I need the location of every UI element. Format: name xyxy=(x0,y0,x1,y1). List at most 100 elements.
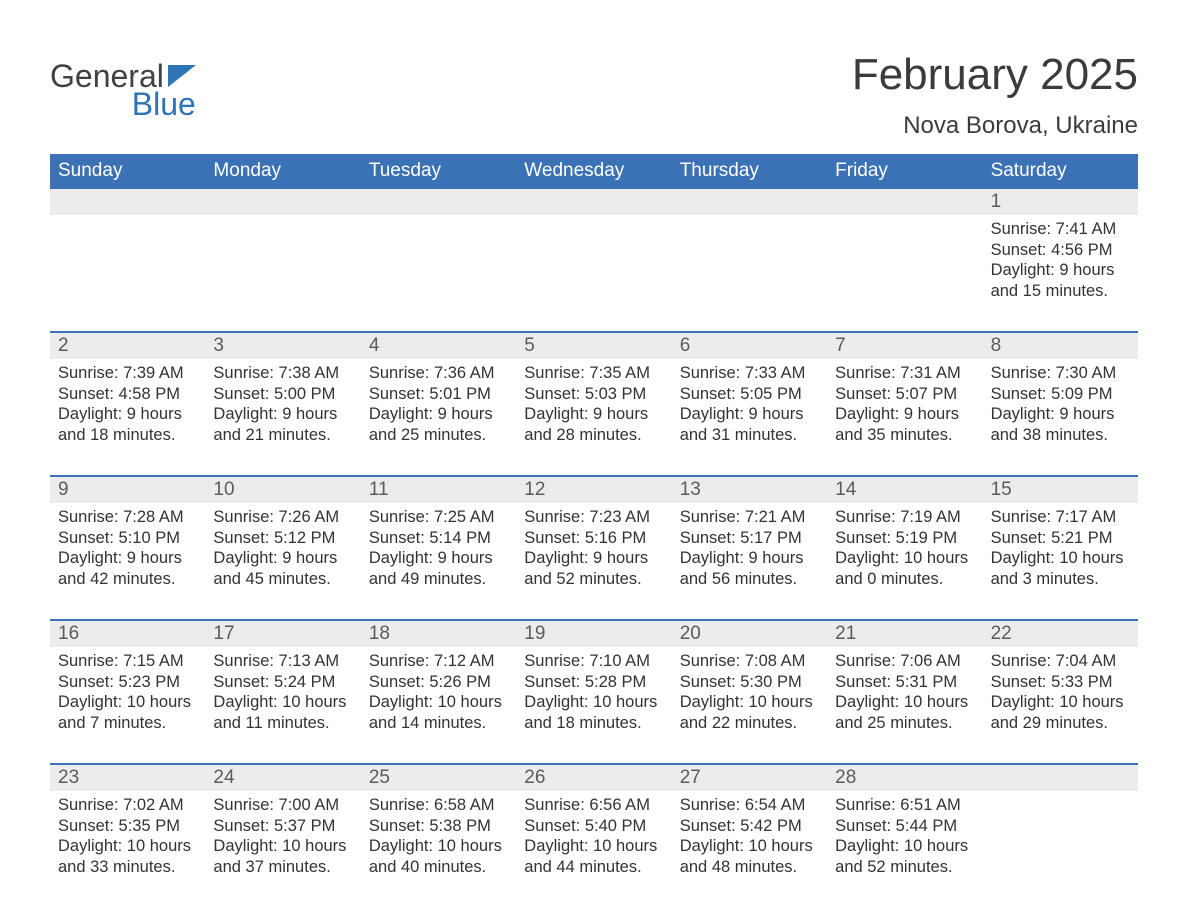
sunset-text: Sunset: 5:16 PM xyxy=(524,528,663,549)
sunrise-text: Sunrise: 7:08 AM xyxy=(680,651,819,672)
daylight-text: Daylight: 9 hours and 45 minutes. xyxy=(213,548,352,589)
sunrise-text: Sunrise: 7:17 AM xyxy=(991,507,1130,528)
weekday-wed: Wednesday xyxy=(516,154,671,189)
day-cell: Sunrise: 7:00 AMSunset: 5:37 PMDaylight:… xyxy=(205,791,360,883)
sunrise-text: Sunrise: 6:51 AM xyxy=(835,795,974,816)
day-cell xyxy=(672,215,827,307)
sunset-text: Sunset: 5:05 PM xyxy=(680,384,819,405)
daynum-row: 1 xyxy=(50,189,1138,215)
daylight-text: Daylight: 10 hours and 0 minutes. xyxy=(835,548,974,589)
sunset-text: Sunset: 5:19 PM xyxy=(835,528,974,549)
day-number: 22 xyxy=(983,621,1138,647)
day-cell: Sunrise: 7:36 AMSunset: 5:01 PMDaylight:… xyxy=(361,359,516,451)
sunrise-text: Sunrise: 7:04 AM xyxy=(991,651,1130,672)
day-number xyxy=(516,189,671,215)
daylight-text: Daylight: 9 hours and 18 minutes. xyxy=(58,404,197,445)
weeks-container: 1Sunrise: 7:41 AMSunset: 4:56 PMDaylight… xyxy=(50,189,1138,883)
day-number xyxy=(983,765,1138,791)
sunrise-text: Sunrise: 7:30 AM xyxy=(991,363,1130,384)
day-cell: Sunrise: 6:58 AMSunset: 5:38 PMDaylight:… xyxy=(361,791,516,883)
day-number: 16 xyxy=(50,621,205,647)
day-number xyxy=(361,189,516,215)
sunrise-text: Sunrise: 7:15 AM xyxy=(58,651,197,672)
daynum-row: 9101112131415 xyxy=(50,477,1138,503)
daylight-text: Daylight: 10 hours and 44 minutes. xyxy=(524,836,663,877)
weekday-header: Sunday Monday Tuesday Wednesday Thursday… xyxy=(50,154,1138,189)
sunrise-text: Sunrise: 7:26 AM xyxy=(213,507,352,528)
daylight-text: Daylight: 9 hours and 31 minutes. xyxy=(680,404,819,445)
day-number: 20 xyxy=(672,621,827,647)
daylight-text: Daylight: 9 hours and 56 minutes. xyxy=(680,548,819,589)
sunset-text: Sunset: 5:09 PM xyxy=(991,384,1130,405)
week-row: 16171819202122 Sunrise: 7:15 AM Sunset: 5:… xyxy=(50,619,1138,739)
sunrise-text: Sunrise: 7:36 AM xyxy=(369,363,508,384)
sunset-text: Sunset: 4:56 PM xyxy=(991,240,1130,261)
day-cell: Sunrise: 7:28 AMSunset: 5:10 PMDaylight:… xyxy=(50,503,205,595)
logo-text: General Blue xyxy=(50,60,196,120)
day-cell: Sunrise: 7:35 AMSunset: 5:03 PMDaylight:… xyxy=(516,359,671,451)
sunset-text: Sunset: 5:07 PM xyxy=(835,384,974,405)
day-number xyxy=(205,189,360,215)
day-number: 28 xyxy=(827,765,982,791)
sunset-text: Sunset: 5:44 PM xyxy=(835,816,974,837)
daylight-text: Daylight: 10 hours and 33 minutes. xyxy=(58,836,197,877)
day-number: 15 xyxy=(983,477,1138,503)
weekday-sat: Saturday xyxy=(983,154,1138,189)
day-cell xyxy=(361,215,516,307)
day-number: 7 xyxy=(827,333,982,359)
day-cell xyxy=(516,215,671,307)
day-number: 10 xyxy=(205,477,360,503)
day-cell: Sunrise: 6:51 AMSunset: 5:44 PMDaylight:… xyxy=(827,791,982,883)
title-block: February 2025 Nova Borova, Ukraine xyxy=(852,50,1138,140)
sunrise-text: Sunrise: 6:54 AM xyxy=(680,795,819,816)
sunset-text: Sunset: 5:33 PM xyxy=(991,672,1130,693)
day-cell xyxy=(827,215,982,307)
week-row: 9101112131415Sunrise: 7:28 AMSunset: 5:1… xyxy=(50,475,1138,595)
day-cell: Sunrise: 7:04 AMSunset: 5:33 PMDaylight:… xyxy=(983,647,1138,739)
day-cell: Sunrise: 7:08 AMSunset: 5:30 PMDaylight:… xyxy=(672,647,827,739)
day-cell: Sunrise: 7:38 AMSunset: 5:00 PMDaylight:… xyxy=(205,359,360,451)
sunrise-text: Sunrise: 7:23 AM xyxy=(524,507,663,528)
sunrise-text: Sunrise: 7:28 AM xyxy=(58,507,197,528)
day-cell xyxy=(50,215,205,307)
sunrise-text: Sunrise: 6:58 AM xyxy=(369,795,508,816)
logo-triangle-icon xyxy=(168,65,196,87)
day-number: 24 xyxy=(205,765,360,791)
day-number: 11 xyxy=(361,477,516,503)
daylight-text: Daylight: 10 hours and 40 minutes. xyxy=(369,836,508,877)
day-cell: Sunrise: 7:30 AMSunset: 5:09 PMDaylight:… xyxy=(983,359,1138,451)
sunset-text: Sunset: 5:12 PM xyxy=(213,528,352,549)
sunset-text: Sunset: 5:03 PM xyxy=(524,384,663,405)
sunset-text: Sunset: 5:26 PM xyxy=(369,672,508,693)
sunset-text: Sunset: 5:37 PM xyxy=(213,816,352,837)
sunset-text: Sunset: 5:17 PM xyxy=(680,528,819,549)
sunrise-text: Sunrise: 7:31 AM xyxy=(835,363,974,384)
daylight-text: Daylight: 10 hours and 29 minutes. xyxy=(991,692,1130,733)
day-cell: Sunrise: 7:21 AMSunset: 5:17 PMDaylight:… xyxy=(672,503,827,595)
day-number: 4 xyxy=(361,333,516,359)
day-number: 1 xyxy=(983,189,1138,215)
daylight-text: Daylight: 9 hours and 28 minutes. xyxy=(524,404,663,445)
sunrise-text: Sunrise: 7:10 AM xyxy=(524,651,663,672)
day-cell: Sunrise: 7:19 AMSunset: 5:19 PMDaylight:… xyxy=(827,503,982,595)
page-title: February 2025 xyxy=(852,50,1138,100)
day-number: 25 xyxy=(361,765,516,791)
header-row: General Blue February 2025 Nova Borova, … xyxy=(50,50,1138,140)
daylight-text: Daylight: 10 hours and 11 minutes. xyxy=(213,692,352,733)
sunrise-text: Sunrise: 6:56 AM xyxy=(524,795,663,816)
day-cell: Sunrise: 7:17 AMSunset: 5:21 PMDaylight:… xyxy=(983,503,1138,595)
sunset-text: Sunset: 5:00 PM xyxy=(213,384,352,405)
daylight-text: Daylight: 9 hours and 52 minutes. xyxy=(524,548,663,589)
location-label: Nova Borova, Ukraine xyxy=(852,112,1138,140)
daynum-row: 16171819202122 xyxy=(50,621,1138,647)
day-number: 5 xyxy=(516,333,671,359)
sunset-text: Sunset: 5:14 PM xyxy=(369,528,508,549)
sunrise-text: Sunrise: 7:19 AM xyxy=(835,507,974,528)
sunset-text: Sunset: 5:38 PM xyxy=(369,816,508,837)
day-number: 26 xyxy=(516,765,671,791)
sunrise-text: Sunrise: 7:02 AM xyxy=(58,795,197,816)
day-number: 27 xyxy=(672,765,827,791)
day-cell xyxy=(983,791,1138,883)
calendar-page: General Blue February 2025 Nova Borova, … xyxy=(0,0,1188,903)
sunrise-text: Sunrise: 7:06 AM xyxy=(835,651,974,672)
